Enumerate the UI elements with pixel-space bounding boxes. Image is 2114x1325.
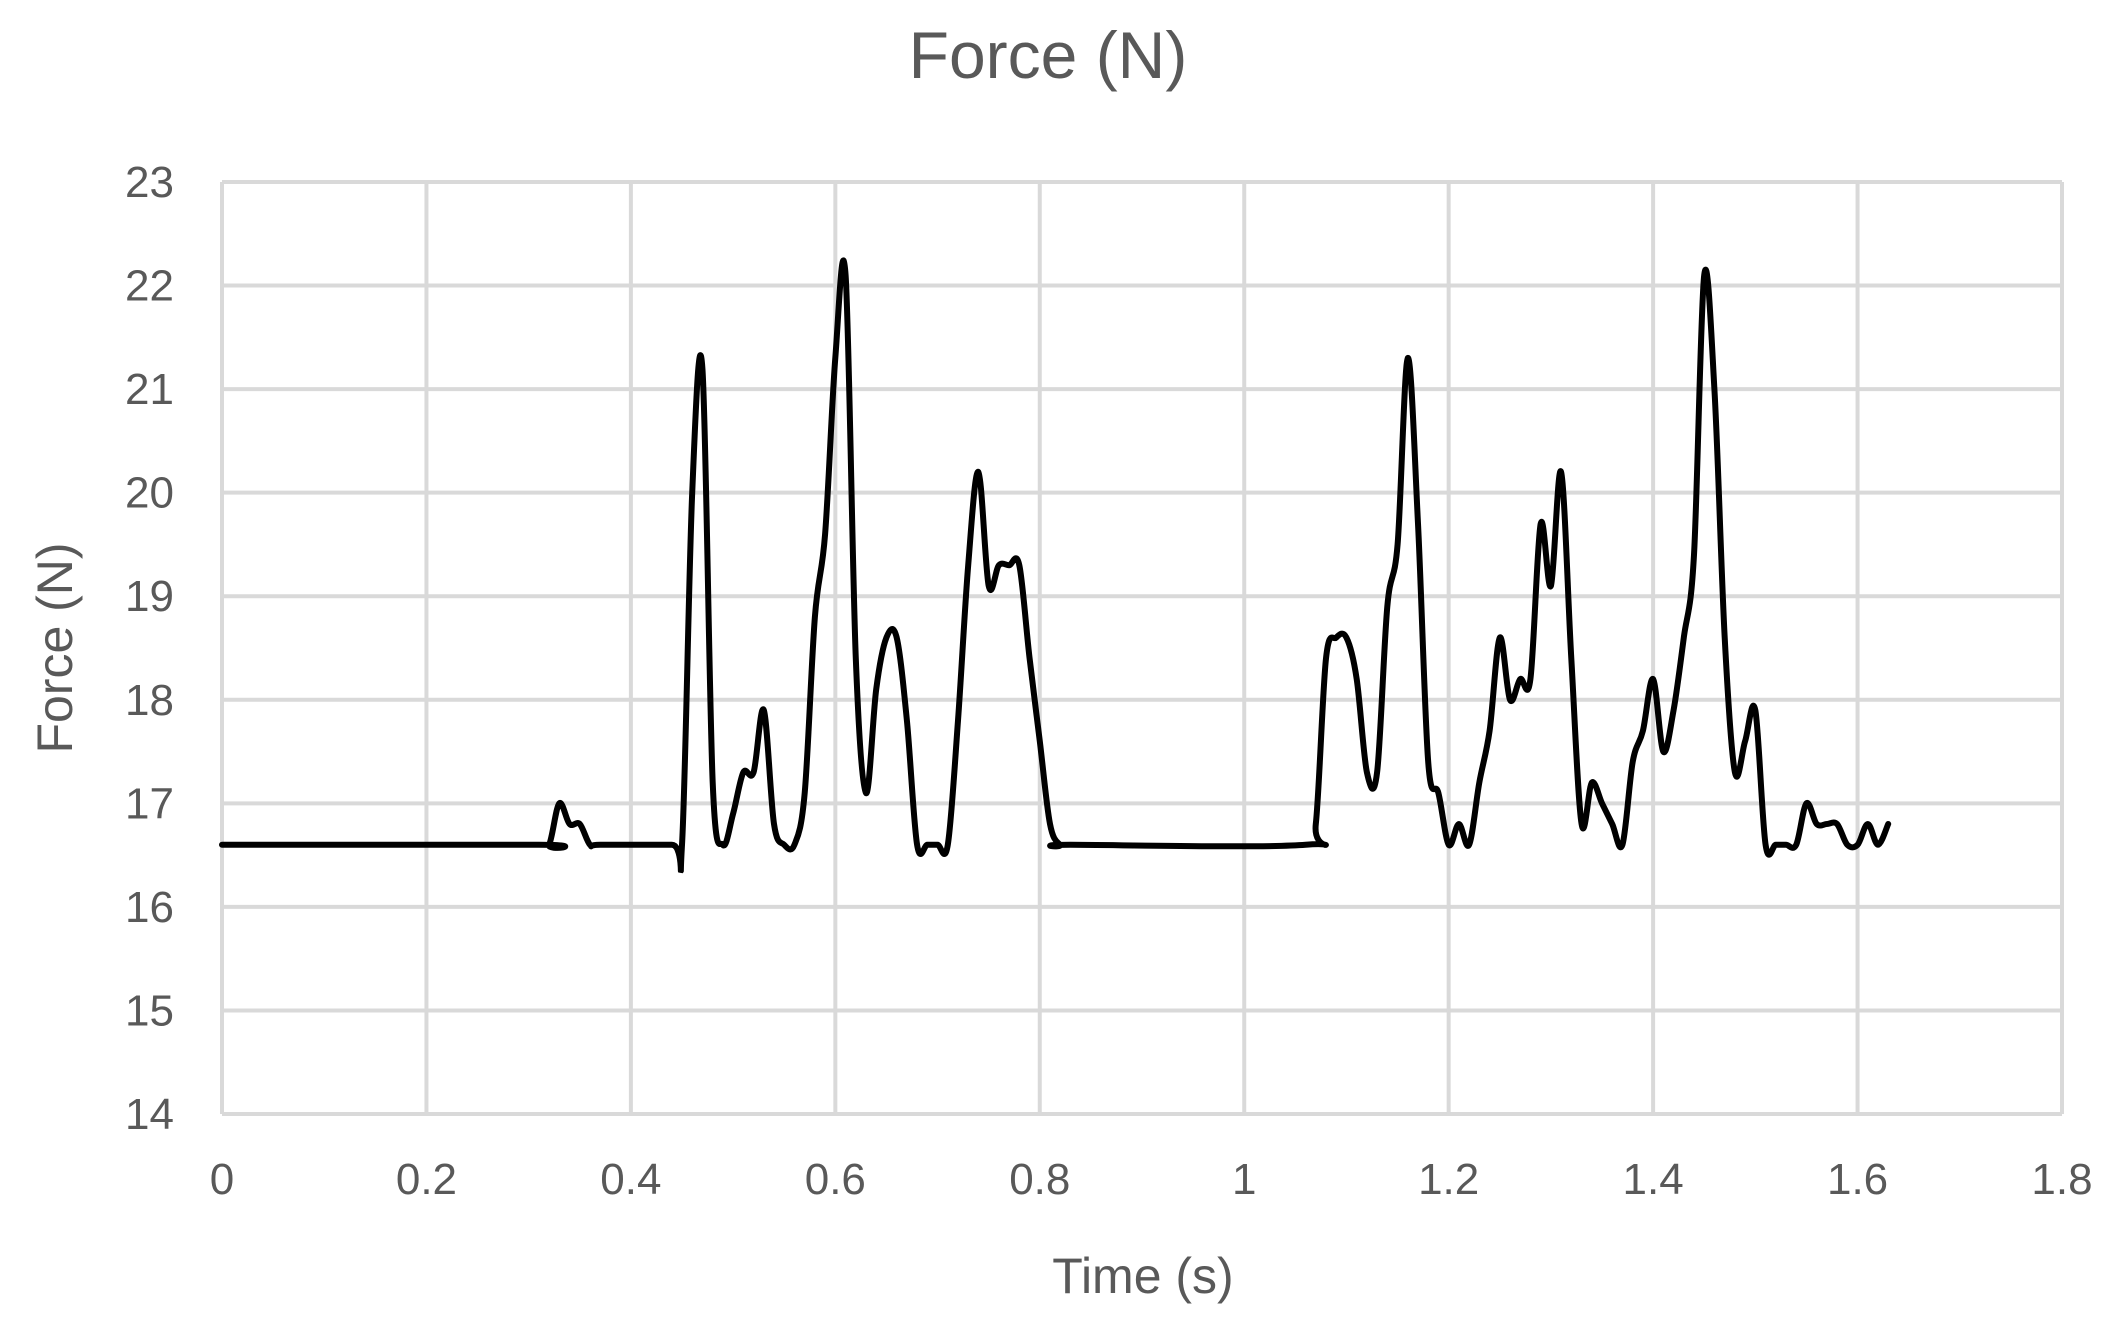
x-tick-label: 1.4 [1623, 1155, 1684, 1204]
y-tick-label: 15 [125, 986, 174, 1035]
chart-title: Force (N) [909, 18, 1188, 92]
y-tick-label: 18 [125, 676, 174, 725]
x-tick-label: 0.6 [805, 1155, 866, 1204]
x-tick-label: 1.6 [1827, 1155, 1888, 1204]
y-axis-label: Force (N) [27, 542, 83, 753]
x-tick-label: 0 [210, 1155, 234, 1204]
y-axis-ticks: 14 15 16 17 18 19 20 21 22 23 [125, 158, 174, 1139]
y-tick-label: 17 [125, 779, 174, 828]
y-tick-label: 19 [125, 572, 174, 621]
series-layer [219, 257, 1892, 874]
y-tick-label: 23 [125, 158, 174, 207]
x-tick-label: 1.8 [2031, 1155, 2092, 1204]
x-tick-label: 0.4 [600, 1155, 661, 1204]
gridlines [220, 180, 2064, 1116]
y-tick-label: 14 [125, 1090, 174, 1139]
x-tick-label: 0.2 [396, 1155, 457, 1204]
x-tick-label: 1 [1232, 1155, 1256, 1204]
x-axis-label: Time (s) [1052, 1248, 1233, 1304]
y-tick-label: 16 [125, 883, 174, 932]
x-tick-label: 1.2 [1418, 1155, 1479, 1204]
y-tick-label: 20 [125, 469, 174, 518]
x-tick-label: 0.8 [1009, 1155, 1070, 1204]
y-tick-label: 22 [125, 262, 174, 311]
series-line-0 [219, 257, 1892, 874]
y-tick-label: 21 [125, 365, 174, 414]
x-axis-ticks: 0 0.2 0.4 0.6 0.8 1 1.2 1.4 1.6 1.8 [210, 1155, 2093, 1204]
